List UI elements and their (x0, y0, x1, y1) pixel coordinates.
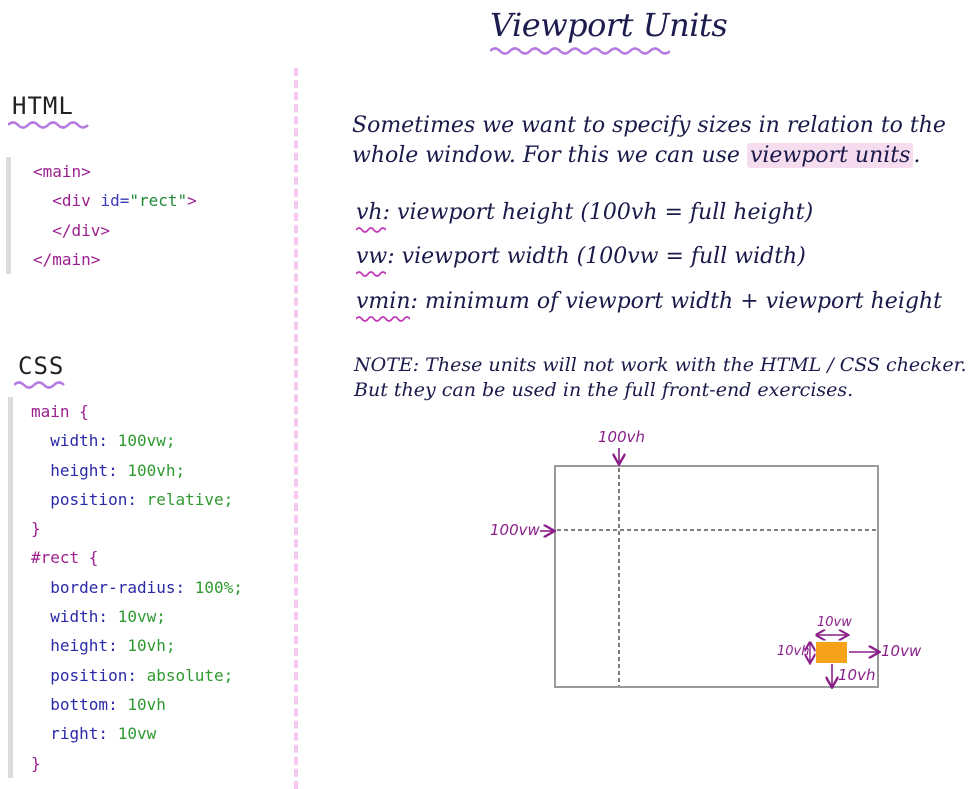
css-code-line: } (31, 749, 243, 778)
definition-term: vw (356, 244, 387, 277)
term-underline-squiggle (356, 227, 386, 233)
definition-vw: vw: viewport width (100vw = full width) (356, 244, 806, 277)
css-code-token (31, 490, 50, 509)
definition-text: : minimum of viewport width + viewport h… (410, 289, 942, 314)
css-code-token: width: (50, 431, 118, 451)
css-code-line: width: 100vw; (31, 426, 243, 455)
css-code-token (31, 578, 50, 597)
css-code-token: position: (50, 489, 147, 509)
css-code-token: 10vh (127, 694, 166, 714)
html-code-token: id= (100, 191, 130, 211)
css-code-token: bottom: (50, 694, 128, 714)
html-code-token: <div (52, 191, 101, 211)
css-code-line: position: absolute; (31, 661, 243, 690)
css-code-line: width: 10vw; (31, 602, 243, 631)
label-rect-width: 10vw (817, 615, 852, 630)
html-section-label: HTML (8, 92, 89, 129)
css-code-token: #rect { (31, 548, 99, 568)
css-code-token: 100vw; (117, 431, 176, 451)
css-code-token: absolute; (146, 665, 234, 685)
intro-line-2: whole window. For this we can use viewpo… (352, 143, 921, 168)
css-code-token: height: (50, 636, 128, 656)
css-code-line: bottom: 10vh (31, 690, 243, 719)
definition-vh: vh: viewport height (100vh = full height… (356, 200, 814, 233)
definition-vmin: vmin: minimum of viewport width + viewpo… (356, 289, 942, 322)
label-100vw: 100vw (490, 521, 540, 539)
css-code-token: position: (50, 665, 147, 685)
css-code-line: height: 10vh; (31, 631, 243, 660)
html-code-token: </div> (52, 220, 111, 240)
css-code-token (31, 666, 50, 685)
note-line-2: But they can be used in the full front-e… (354, 379, 854, 401)
html-code-token: <main> (33, 162, 91, 181)
html-code-token: </main> (33, 249, 101, 269)
css-code-line: } (31, 514, 243, 543)
css-code-line: position: relative; (31, 485, 243, 514)
column-divider (294, 68, 298, 789)
css-code-token: border-radius: (50, 577, 195, 597)
label-100vh: 100vh (598, 428, 646, 446)
css-code-token: height: (50, 460, 128, 480)
html-code-line: <main> (33, 157, 197, 186)
css-code-line: main { (31, 397, 243, 426)
note-line-1: NOTE: These units will not work with the… (354, 354, 967, 376)
html-code-token: "rect" (129, 191, 188, 211)
html-code-line: </main> (33, 245, 197, 274)
css-code-token: 100%; (194, 577, 243, 597)
css-section-label: CSS (14, 352, 65, 389)
label-rect-height: 10vh (777, 644, 810, 659)
css-code-token (31, 607, 50, 626)
definition-term: vmin (356, 289, 411, 322)
css-code-line: height: 100vh; (31, 456, 243, 485)
definition-term: vh (356, 200, 386, 233)
html-code-line: </div> (33, 216, 197, 245)
css-code-token: relative; (146, 489, 234, 509)
css-code-token (31, 695, 50, 714)
css-code-line: #rect { (31, 543, 243, 572)
html-code-token (33, 221, 52, 240)
html-code-block: <main> <div id="rect"> </div> </main> (6, 157, 197, 275)
viewport-diagram-svg (540, 448, 940, 710)
css-code-block: main { width: 100vw; height: 100vh; posi… (8, 397, 243, 778)
html-code-token: > (187, 191, 197, 211)
viewport-frame (554, 465, 879, 688)
term-underline-squiggle (356, 271, 386, 277)
css-code-token (31, 724, 50, 743)
css-code-line: border-radius: 100%; (31, 573, 243, 602)
title-underline-squiggle (490, 47, 670, 55)
definition-text: : viewport height (100vh = full height) (382, 200, 814, 225)
css-code-token: } (31, 753, 41, 773)
css-code-token: 10vw (117, 724, 157, 744)
css-code-token: width: (50, 607, 118, 627)
css-code-token: right: (50, 724, 118, 744)
css-code-token: 10vh; (127, 636, 176, 656)
html-code-token (33, 191, 52, 210)
css-code-token (31, 431, 50, 450)
css-code-token (31, 461, 50, 480)
viewport-units-highlight: viewport units (746, 143, 914, 168)
page-title: Viewport Units (490, 6, 728, 55)
rect-element (816, 642, 847, 663)
css-code-token (31, 636, 50, 655)
label-bottom-offset: 10vh (838, 666, 876, 684)
html-label-underline-squiggle (8, 121, 89, 129)
css-code-token: 10vw; (117, 607, 166, 627)
css-code-token: main { (31, 402, 89, 421)
css-label-underline-squiggle (14, 381, 65, 389)
label-right-offset: 10vw (881, 642, 922, 660)
css-code-token: } (31, 519, 41, 539)
css-code-line: right: 10vw (31, 719, 243, 748)
viewport-diagram: 100vh 100vw 10vw 10vh 10vw 10vh (480, 420, 940, 710)
term-underline-squiggle (356, 316, 410, 322)
intro-line-1: Sometimes we want to specify sizes in re… (352, 113, 946, 138)
css-code-token: 100vh; (127, 460, 186, 480)
html-code-line: <div id="rect"> (33, 186, 197, 215)
definition-text: : viewport width (100vw = full width) (387, 244, 806, 269)
